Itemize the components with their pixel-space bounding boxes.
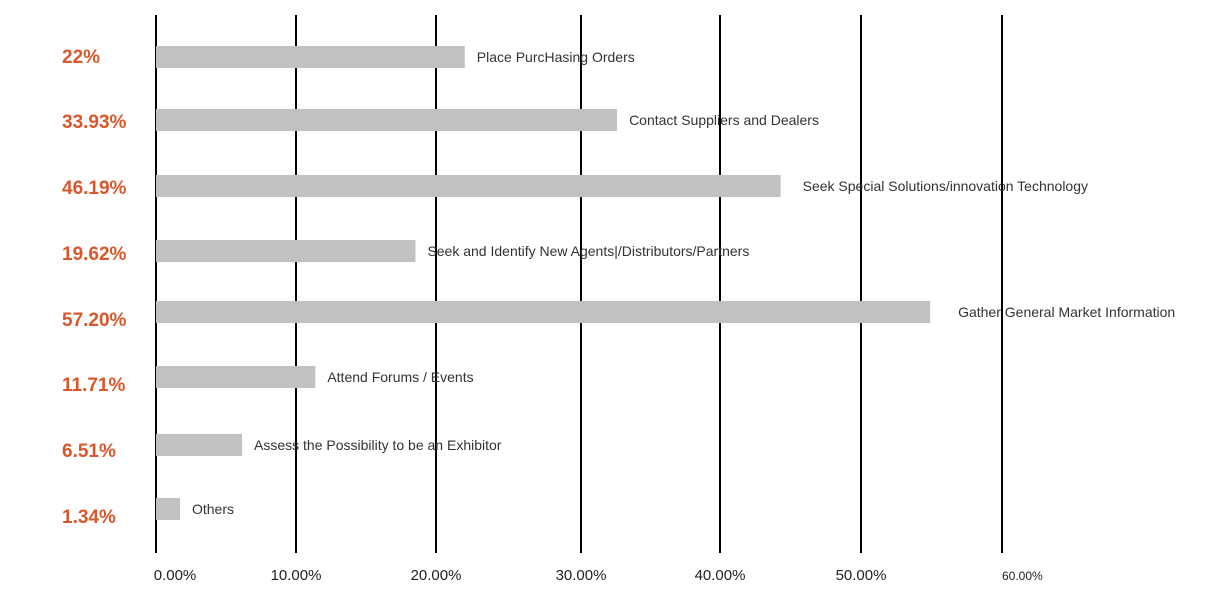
category-label: Place PurcHasing Orders (477, 49, 635, 65)
percentage-label: 11.71% (62, 375, 125, 396)
bar-3 (156, 240, 416, 262)
percentage-label: 46.19% (62, 178, 127, 199)
percentage-label: 33.93% (62, 112, 127, 133)
x-tick-label: 0.00% (154, 567, 197, 584)
grid-lines (155, 15, 1003, 553)
percentage-label: 57.20% (62, 310, 127, 331)
category-label: Others (192, 501, 234, 517)
percentage-labels: 22% 33.93% 46.19% 19.62% 57.20% 11.71% 6.51% 1.… (62, 47, 127, 528)
category-label: Attend Forums / Events (327, 369, 473, 385)
x-tick-label: 20.00% (411, 567, 462, 584)
x-axis-ticks: 0.00% 10.00% 20.00% 30.00% 40.00% 50.00% 60.00… (154, 567, 1043, 584)
category-labels: Place PurcHasing Orders Contact Suppliers… (192, 49, 1175, 517)
x-tick-label: 60.00% (1002, 569, 1043, 583)
x-tick-label: 50.00% (836, 567, 887, 584)
bar-4 (156, 301, 931, 323)
percentage-label: 22% (62, 47, 100, 68)
category-label: Contact Suppliers and Dealers (629, 112, 819, 128)
category-label: Seek and Identify New Agents|/Distributo… (427, 243, 749, 259)
percentage-label: 1.34% (62, 507, 116, 528)
bar-2 (156, 175, 781, 197)
bar-5 (156, 366, 316, 388)
category-label: Seek Special Solutions/innovation Techno… (803, 178, 1088, 194)
percentage-label: 6.51% (62, 441, 116, 462)
bar-6 (156, 434, 243, 456)
category-label: Assess the Possibility to be an Exhibito… (254, 437, 502, 453)
bar-0 (156, 46, 465, 68)
bars (156, 46, 931, 520)
bar-7 (156, 498, 180, 520)
percentage-label: 19.62% (62, 244, 127, 265)
x-tick-label: 30.00% (556, 567, 607, 584)
x-tick-label: 40.00% (695, 567, 746, 584)
x-tick-label: 10.00% (271, 567, 322, 584)
bar-1 (156, 109, 618, 131)
category-label: Gather General Market Information (958, 304, 1175, 320)
